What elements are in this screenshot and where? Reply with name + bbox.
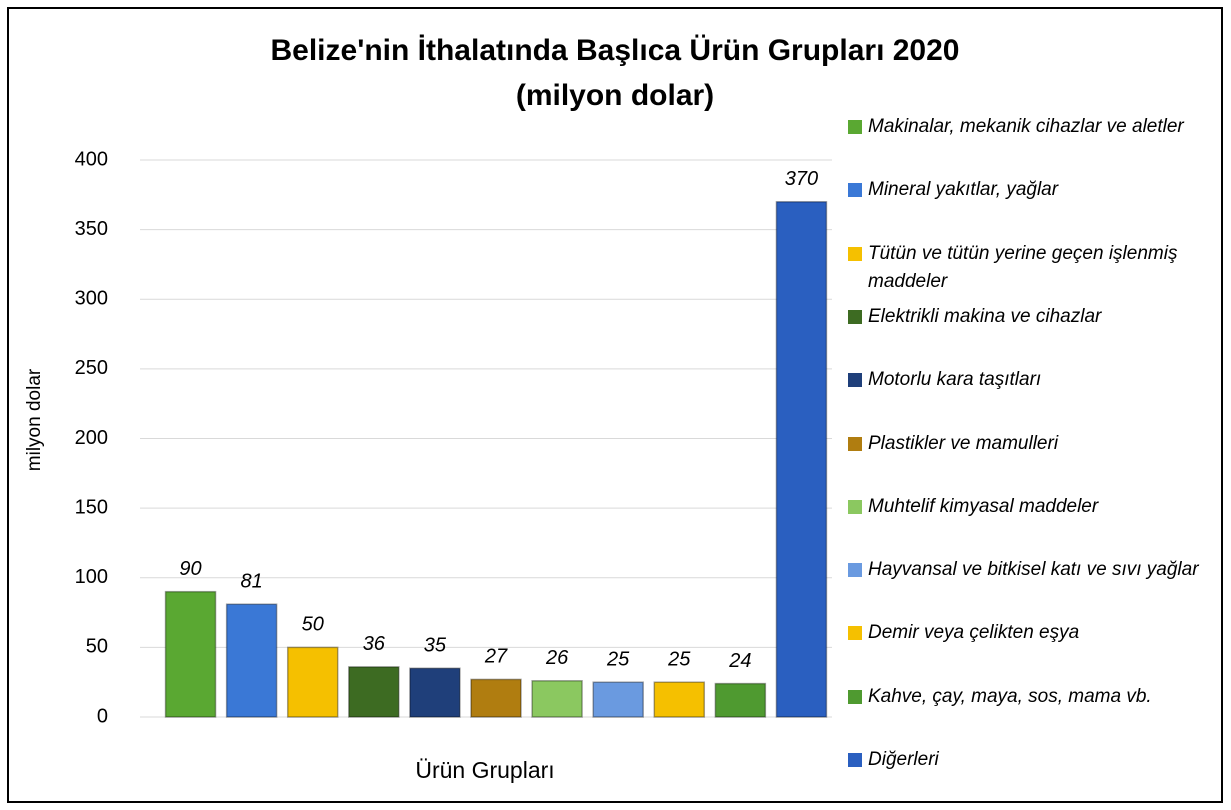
legend-label: Demir veya çelikten eşya bbox=[868, 622, 1080, 644]
data-label: 27 bbox=[484, 646, 508, 668]
legend-item: Demir veya çelikten eşya bbox=[846, 619, 1216, 647]
bar bbox=[286, 646, 339, 718]
legend-item: Motorlu kara taşıtları bbox=[846, 366, 1216, 394]
legend-item: Mineral yakıtlar, yağlar bbox=[846, 176, 1216, 204]
legend-swatch bbox=[848, 563, 862, 578]
data-label: 90 bbox=[179, 558, 201, 580]
chart-border bbox=[7, 7, 1223, 803]
bar bbox=[775, 201, 828, 718]
legend-item: Kahve, çay, maya, sos, mama vb. bbox=[846, 683, 1216, 711]
legend-label: Elektrikli makina ve cihazlar bbox=[868, 305, 1102, 327]
chart-title: Belize'nin İthalatında Başlıca Ürün Grup… bbox=[270, 34, 959, 67]
legend-swatch bbox=[848, 626, 862, 641]
y-tick-label: 50 bbox=[86, 636, 108, 658]
legend-item: Elektrikli makina ve cihazlar bbox=[846, 303, 1216, 331]
legend-label: Diğerleri bbox=[868, 749, 939, 770]
legend-swatch bbox=[848, 309, 862, 324]
legend-label: Motorlu kara taşıtları bbox=[868, 369, 1042, 391]
legend-label: Tütün ve tütün yerine geçen işlenmiş mad… bbox=[868, 242, 1178, 292]
bar bbox=[348, 666, 400, 718]
legend-swatch bbox=[848, 753, 862, 767]
legend-item: Hayvansal ve bitkisel katı ve sıvı yağla… bbox=[846, 556, 1216, 584]
legend-label: Mineral yakıtlar, yağlar bbox=[868, 179, 1059, 201]
data-label: 26 bbox=[545, 647, 569, 669]
chart-subtitle: (milyon dolar) bbox=[516, 79, 714, 112]
y-tick-label: 100 bbox=[75, 566, 108, 588]
data-label: 81 bbox=[241, 570, 263, 592]
bar bbox=[653, 681, 706, 718]
y-tick-label: 400 bbox=[75, 148, 108, 170]
bar bbox=[409, 667, 461, 718]
y-tick-label: 300 bbox=[75, 288, 108, 310]
data-label: 35 bbox=[424, 635, 447, 657]
bar bbox=[531, 680, 583, 718]
bar bbox=[225, 603, 278, 718]
legend-label: Makinalar, mekanik cihazlar ve aletler bbox=[868, 116, 1184, 137]
y-tick-label: 0 bbox=[97, 705, 108, 727]
legend-item: Tütün ve tütün yerine geçen işlenmiş mad… bbox=[846, 240, 1216, 296]
legend-swatch bbox=[848, 120, 862, 134]
legend-swatch bbox=[848, 499, 862, 514]
legend-label: Hayvansal ve bitkisel katı ve sıvı yağla… bbox=[868, 559, 1199, 581]
legend-swatch bbox=[848, 183, 862, 198]
bar bbox=[714, 682, 767, 718]
y-tick-label: 150 bbox=[75, 496, 108, 518]
bar bbox=[470, 678, 522, 718]
legend-swatch bbox=[848, 373, 862, 388]
data-label: 50 bbox=[302, 614, 324, 636]
data-label: 25 bbox=[667, 648, 691, 670]
y-axis-label: milyon dolar bbox=[24, 368, 45, 471]
bar bbox=[592, 681, 644, 718]
legend-label: Plastikler ve mamulleri bbox=[868, 432, 1059, 454]
legend-swatch bbox=[848, 436, 862, 451]
legend-label: Kahve, çay, maya, sos, mama vb. bbox=[868, 685, 1152, 707]
y-tick-label: 250 bbox=[75, 357, 108, 379]
data-label: 25 bbox=[606, 648, 630, 670]
data-label: 24 bbox=[728, 650, 751, 672]
data-label: 370 bbox=[785, 168, 818, 190]
y-tick-label: 350 bbox=[75, 218, 108, 240]
legend-item: Diğerleri bbox=[846, 746, 1216, 774]
legend-label: Muhtelif kimyasal maddeler bbox=[868, 495, 1099, 517]
data-label: 36 bbox=[363, 633, 386, 655]
legend-swatch bbox=[848, 689, 862, 704]
legend-item: Makinalar, mekanik cihazlar ve aletler bbox=[846, 113, 1216, 141]
legend-swatch bbox=[848, 246, 862, 261]
bar bbox=[164, 590, 217, 718]
x-axis-label: Ürün Grupları bbox=[415, 757, 554, 783]
legend-item: Muhtelif kimyasal maddeler bbox=[846, 493, 1216, 521]
y-tick-label: 200 bbox=[75, 427, 108, 449]
legend-item: Plastikler ve mamulleri bbox=[846, 430, 1216, 458]
